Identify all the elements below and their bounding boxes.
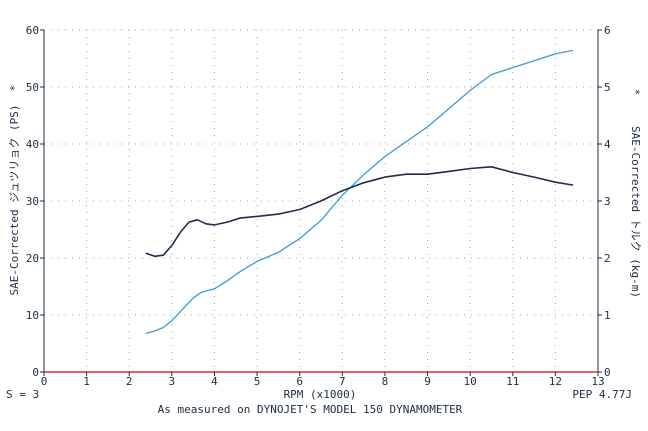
power-series-line: [145, 49, 574, 334]
footer-left: S = 3: [6, 388, 39, 401]
x-tick-label: 11: [506, 375, 519, 388]
left-tick-label: 60: [26, 24, 39, 37]
x-tick-label: 9: [424, 375, 431, 388]
x-tick-label: 6: [296, 375, 303, 388]
series: [145, 49, 574, 334]
left-tick-label: 0: [32, 366, 39, 379]
grid: [44, 29, 598, 372]
left-tick-label: 20: [26, 252, 39, 265]
x-tick-label: 2: [126, 375, 133, 388]
right-tick-label: 0: [604, 366, 611, 379]
left-axis-marker: *: [8, 85, 21, 92]
right-axis-marker: *: [629, 89, 642, 96]
footer-center: As measured on DYNOJET'S MODEL 150 DYNAM…: [158, 403, 463, 416]
x-tick-label: 7: [339, 375, 346, 388]
x-tick-label: 5: [254, 375, 261, 388]
footer-right: PEP 4.77J: [572, 388, 632, 401]
x-tick-label: 12: [549, 375, 562, 388]
x-tick-label: 8: [382, 375, 389, 388]
right-tick-label: 5: [604, 81, 611, 94]
x-tick-label: 1: [83, 375, 90, 388]
right-tick-label: 6: [604, 24, 611, 37]
right-tick-label: 4: [604, 138, 611, 151]
left-tick-label: 30: [26, 195, 39, 208]
x-tick-label: 3: [169, 375, 176, 388]
left-axis-title: SAE-Corrected ジュツリョク (PS): [8, 104, 21, 295]
left-tick-label: 40: [26, 138, 39, 151]
right-axis-title: SAE-Corrected トルク (kg-m): [629, 126, 642, 298]
x-tick-label: 13: [591, 375, 604, 388]
x-tick-label: 4: [211, 375, 218, 388]
x-tick-label: 0: [41, 375, 48, 388]
left-tick-label: 50: [26, 81, 39, 94]
x-tick-label: 10: [464, 375, 477, 388]
right-tick-label: 3: [604, 195, 611, 208]
right-tick-label: 2: [604, 252, 611, 265]
right-tick-label: 1: [604, 309, 611, 322]
torque-series-line: [145, 166, 574, 258]
x-axis-title: RPM (x1000): [284, 388, 357, 401]
left-tick-label: 10: [26, 309, 39, 322]
